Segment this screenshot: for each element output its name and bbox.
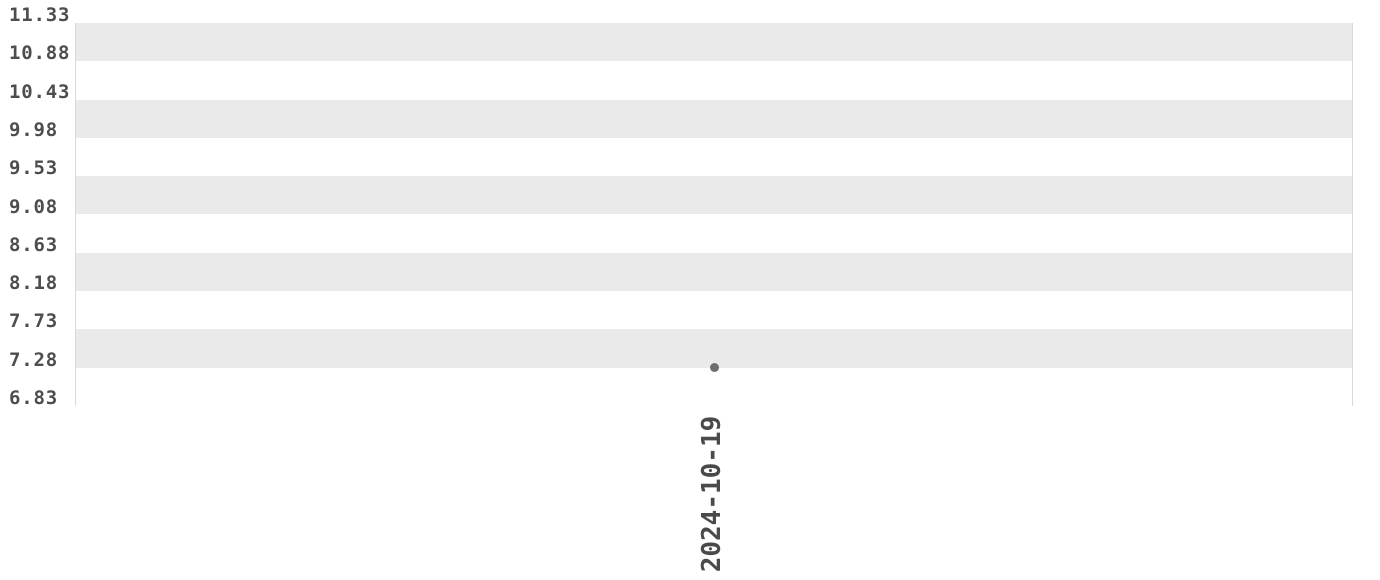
grid-band — [76, 137, 1352, 177]
grid-band — [76, 99, 1352, 138]
grid-band — [76, 329, 1352, 368]
y-axis-tick-label: 9.98 — [9, 118, 58, 141]
x-axis-tick-label: 2024-10-19 — [697, 415, 727, 573]
y-axis-tick-label: 7.73 — [9, 310, 58, 333]
grid-band — [76, 252, 1352, 292]
y-axis-tick-label: 9.08 — [9, 195, 58, 218]
y-axis-tick-label: 6.83 — [9, 387, 58, 409]
y-axis-tick-label: 10.43 — [9, 80, 71, 103]
y-axis-tick-label: 7.28 — [9, 348, 58, 371]
y-axis-tick-label: 8.18 — [9, 272, 58, 295]
grid-band — [76, 61, 1352, 100]
grid-band — [76, 176, 1352, 215]
y-axis-tick-label: 10.88 — [9, 42, 71, 65]
y-axis-tick-label: 11.33 — [9, 4, 71, 26]
grid-band — [76, 23, 1352, 62]
plot-area — [75, 23, 1353, 406]
grid-band — [76, 367, 1352, 406]
y-axis-tick-label: 8.63 — [9, 233, 58, 256]
grid-band — [76, 291, 1352, 330]
data-point — [709, 363, 719, 373]
y-axis-tick-label: 9.53 — [9, 157, 58, 180]
grid-band — [76, 214, 1352, 253]
